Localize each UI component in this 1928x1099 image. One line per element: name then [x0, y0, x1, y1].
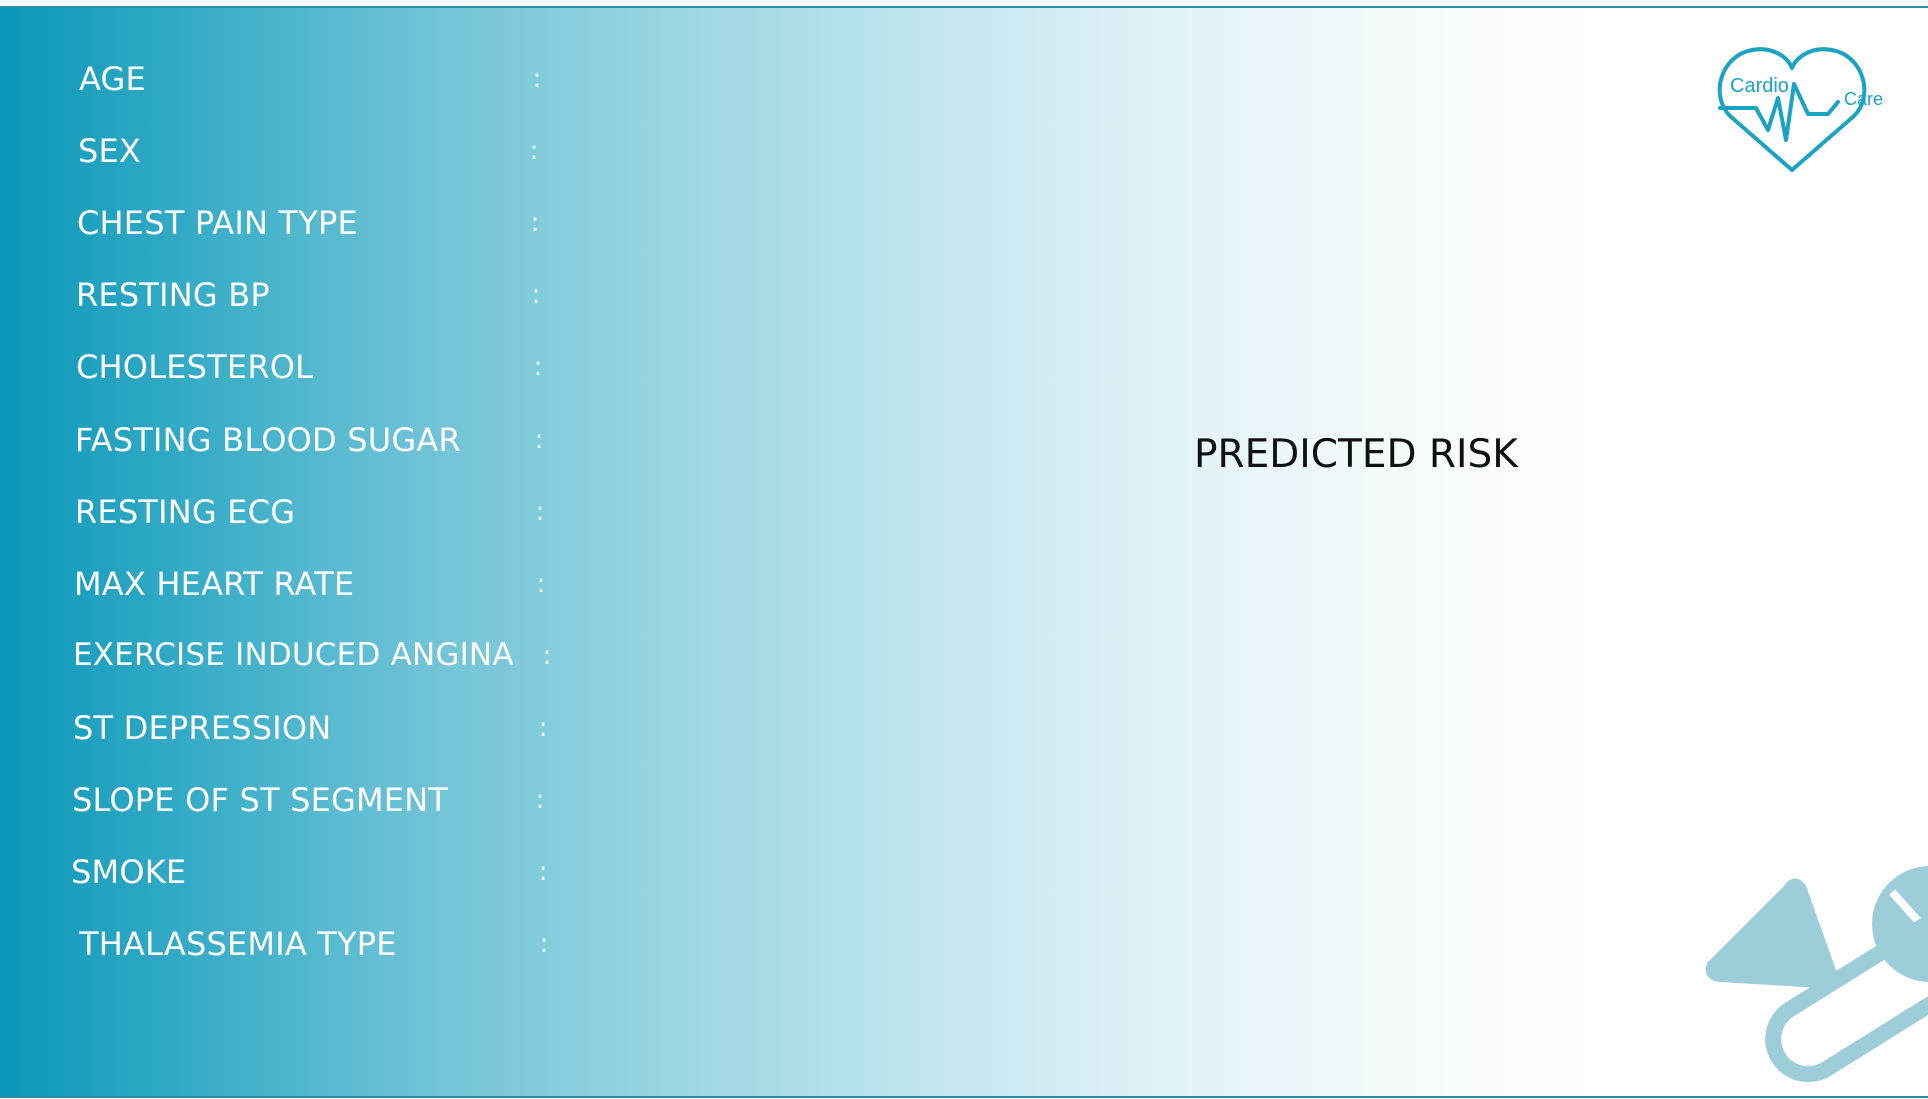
field-colon-slope-of-st-segment: : — [535, 785, 545, 815]
field-label-exercise-induced-angina: EXERCISE INDUCED ANGINA — [73, 637, 514, 673]
prediction-screen: AGE : SEX : CHEST PAIN TYPE : RESTING BP… — [0, 6, 1928, 1098]
heart-icon — [1717, 47, 1867, 172]
cardio-care-logo: Cardio Care — [1717, 47, 1883, 172]
field-colon-thalassemia-type: : — [539, 929, 549, 959]
field-colon-max-heart-rate: : — [536, 569, 546, 599]
capsule-shape — [1765, 906, 1928, 1083]
triangle-shape — [1705, 878, 1838, 989]
logo-text-cardio: Cardio — [1730, 75, 1789, 97]
field-label-thalassemia-type: THALASSEMIA TYPE — [79, 925, 397, 963]
field-colon-exercise-induced-angina: : — [542, 641, 552, 671]
field-colon-chest-pain-type: : — [530, 208, 540, 238]
predicted-risk-title: PREDICTED RISK — [1194, 432, 1518, 477]
field-colon-fasting-blood-sugar: : — [534, 425, 544, 455]
field-label-slope-of-st-segment: SLOPE OF ST SEGMENT — [72, 781, 449, 819]
field-label-resting-bp: RESTING BP — [76, 276, 270, 314]
field-colon-resting-bp: : — [531, 280, 541, 310]
field-label-sex: SEX — [78, 132, 142, 170]
field-colon-cholesterol: : — [533, 352, 543, 382]
field-label-resting-ecg: RESTING ECG — [75, 493, 296, 531]
logo-text-care: Care — [1844, 89, 1883, 109]
ecg-line-icon — [1718, 82, 1840, 142]
field-colon-smoke: : — [538, 857, 548, 887]
field-label-age: AGE — [79, 60, 146, 98]
field-label-cholesterol: CHOLESTEROL — [76, 348, 314, 386]
decorative-pills-graphic — [1705, 866, 1928, 1083]
field-label-fasting-blood-sugar: FASTING BLOOD SUGAR — [75, 421, 461, 459]
field-label-chest-pain-type: CHEST PAIN TYPE — [77, 204, 358, 242]
field-label-max-heart-rate: MAX HEART RATE — [74, 565, 355, 603]
field-label-st-depression: ST DEPRESSION — [73, 709, 332, 747]
field-colon-resting-ecg: : — [535, 497, 545, 527]
field-colon-age: : — [532, 64, 542, 94]
field-colon-sex: : — [529, 136, 539, 166]
field-colon-st-depression: : — [538, 713, 548, 743]
field-label-smoke: SMOKE — [71, 853, 187, 891]
